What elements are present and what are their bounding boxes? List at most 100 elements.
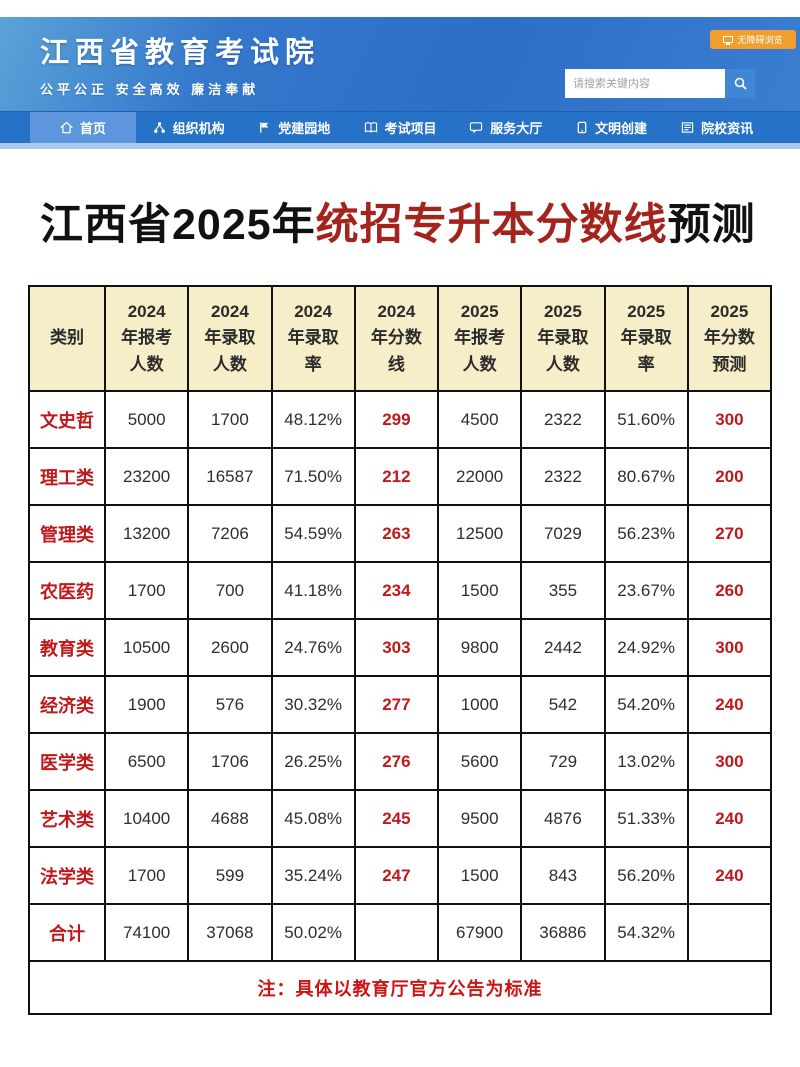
row-category: 理工类 [28,447,106,506]
row-category: 管理类 [28,504,106,563]
table-cell: 300 [686,618,773,677]
table-cell: 576 [187,675,273,734]
table-cell: 36886 [520,903,606,962]
nav-item-service-hall[interactable]: 服务大厅 [453,112,559,143]
table-row: 农医药 1700 700 41.18% 234 1500 355 23.67% 260 [28,561,773,620]
table-cell: 23200 [103,447,190,506]
nav-item-home[interactable]: 首页 [30,112,136,143]
table-cell: 276 [353,732,440,791]
table-cell: 74100 [103,903,190,962]
table-cell: 9500 [436,789,523,848]
table-cell: 54.59% [270,504,356,563]
table-cell: 9800 [436,618,523,677]
accessibility-button[interactable]: 无障碍浏览 [710,30,796,49]
search-button[interactable] [725,69,755,98]
column-header: 2025 年录取 人数 [520,285,606,392]
table-cell: 1900 [103,675,190,734]
table-cell: 240 [686,675,773,734]
site-tagline: 公平公正 安全高效 廉洁奉献 [40,82,260,97]
table-row: 法学类 1700 599 35.24% 247 1500 843 56.20% 240 [28,846,773,905]
column-header: 2024 年报考 人数 [103,285,190,392]
nav-label: 党建园地 [278,121,331,136]
nav-item-organization[interactable]: 组织机构 [136,112,242,143]
table-cell: 37068 [187,903,273,962]
accessibility-label: 无障碍浏览 [737,35,783,45]
table-cell: 67900 [436,903,523,962]
table-row: 文史哲 5000 1700 48.12% 299 4500 2322 51.60% 300 [28,390,773,449]
site-logo[interactable]: 江西省教育考试院 公平公正 安全高效 廉洁奉献 [40,29,800,98]
table-cell: 13200 [103,504,190,563]
table-cell: 5600 [436,732,523,791]
search-icon [734,77,747,90]
table-body: 文史哲 5000 1700 48.12% 299 4500 2322 51.60% 300 理工类… [28,390,773,1015]
table-cell: 56.23% [603,504,689,563]
column-header: 2025 年报考 人数 [436,285,523,392]
table-cell: 35.24% [270,846,356,905]
table-cell: 5000 [103,390,190,449]
table-row: 理工类 23200 16587 71.50% 212 22000 2322 80.67% 200 [28,447,773,506]
table-cell: 212 [353,447,440,506]
table-cell [686,903,773,962]
nav-item-civilization[interactable]: 文明创建 [559,112,665,143]
table-cell: 4500 [436,390,523,449]
home-icon [59,121,73,134]
table-cell: 13.02% [603,732,689,791]
table-cell: 270 [686,504,773,563]
main-nav: 首页 组织机构 党建园地 考试项目 服务大厅 文明创建 院校资讯 [0,111,800,143]
monitor-icon [723,36,734,45]
page-title: 江西省2025年统招专升本分数线预测 [0,190,800,252]
table-row: 经济类 1900 576 30.32% 277 1000 542 54.20% 240 [28,675,773,734]
table-cell: 263 [353,504,440,563]
table-cell: 245 [353,789,440,848]
table-header: 类别 2024 年报考 人数 2024 年录取 人数 2024 年录取 率 2024 年… [28,285,773,392]
table-cell: 7206 [187,504,273,563]
table-cell [353,903,440,962]
table-cell: 729 [520,732,606,791]
table-cell: 51.33% [603,789,689,848]
table-cell: 51.60% [603,390,689,449]
table-cell: 2442 [520,618,606,677]
table-cell: 240 [686,789,773,848]
device-icon [577,121,587,134]
site-header: 江西省教育考试院 公平公正 安全高效 廉洁奉献 无障碍浏览 [0,17,800,111]
column-header: 2025 年分数 预测 [686,285,773,392]
nav-item-party-building[interactable]: 党建园地 [241,112,347,143]
book-icon [364,122,377,133]
row-category: 农医药 [28,561,106,620]
table-cell: 200 [686,447,773,506]
nav-item-exam-projects[interactable]: 考试项目 [347,112,453,143]
score-prediction-table: 类别 2024 年报考 人数 2024 年录取 人数 2024 年录取 率 2024 年… [28,285,773,1015]
table-cell: 300 [686,732,773,791]
row-category: 医学类 [28,732,106,791]
row-category: 教育类 [28,618,106,677]
note-row: 注：具体以教育厅官方公告为标准 [28,960,772,1015]
table-row: 医学类 6500 1706 26.25% 276 5600 729 13.02% 300 [28,732,773,791]
chat-icon [470,122,483,134]
column-header: 2024 年录取 人数 [187,285,273,392]
org-icon [153,122,165,133]
table-cell: 80.67% [603,447,689,506]
table-cell: 240 [686,846,773,905]
table-cell: 234 [353,561,440,620]
table-cell: 300 [686,390,773,449]
table-row: 教育类 10500 2600 24.76% 303 9800 2442 24.92% 300 [28,618,773,677]
nav-label: 服务大厅 [490,121,543,136]
table-cell: 54.32% [603,903,689,962]
search-input[interactable] [565,69,725,98]
table-cell: 599 [187,846,273,905]
table-cell: 4876 [520,789,606,848]
search-bar [565,69,755,98]
table-cell: 26.25% [270,732,356,791]
table-cell: 1000 [436,675,523,734]
table-cell: 1700 [103,846,190,905]
table-cell: 54.20% [603,675,689,734]
nav-item-college-news[interactable]: 院校资讯 [664,112,770,143]
column-header: 2024 年分数 线 [353,285,440,392]
title-part-1: 江西省2025年 [40,201,316,249]
nav-label: 文明创建 [594,121,647,136]
table-cell: 1500 [436,561,523,620]
column-header: 2024 年录取 率 [270,285,356,392]
table-cell: 24.76% [270,618,356,677]
row-category: 经济类 [28,675,106,734]
table-cell: 12500 [436,504,523,563]
